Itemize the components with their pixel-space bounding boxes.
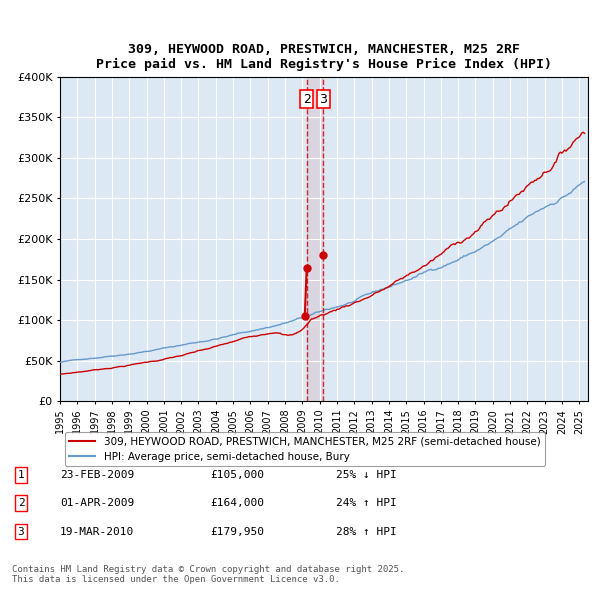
Legend: 309, HEYWOOD ROAD, PRESTWICH, MANCHESTER, M25 2RF (semi-detached house), HPI: Av: 309, HEYWOOD ROAD, PRESTWICH, MANCHESTER… [65, 432, 545, 466]
Text: 28% ↑ HPI: 28% ↑ HPI [336, 527, 397, 536]
Text: Contains HM Land Registry data © Crown copyright and database right 2025.
This d: Contains HM Land Registry data © Crown c… [12, 565, 404, 584]
Text: 2: 2 [17, 499, 25, 508]
Text: 25% ↓ HPI: 25% ↓ HPI [336, 470, 397, 480]
Text: 24% ↑ HPI: 24% ↑ HPI [336, 499, 397, 508]
Bar [307, 77, 323, 401]
Text: 2: 2 [303, 93, 311, 106]
Text: 19-MAR-2010: 19-MAR-2010 [60, 527, 134, 536]
Text: 01-APR-2009: 01-APR-2009 [60, 499, 134, 508]
Text: 1: 1 [17, 470, 25, 480]
Text: £105,000: £105,000 [210, 470, 264, 480]
Text: £179,950: £179,950 [210, 527, 264, 536]
Text: £164,000: £164,000 [210, 499, 264, 508]
Text: 23-FEB-2009: 23-FEB-2009 [60, 470, 134, 480]
Title: 309, HEYWOOD ROAD, PRESTWICH, MANCHESTER, M25 2RF
Price paid vs. HM Land Registr: 309, HEYWOOD ROAD, PRESTWICH, MANCHESTER… [96, 43, 552, 71]
Text: 3: 3 [17, 527, 25, 536]
Text: 3: 3 [320, 93, 328, 106]
